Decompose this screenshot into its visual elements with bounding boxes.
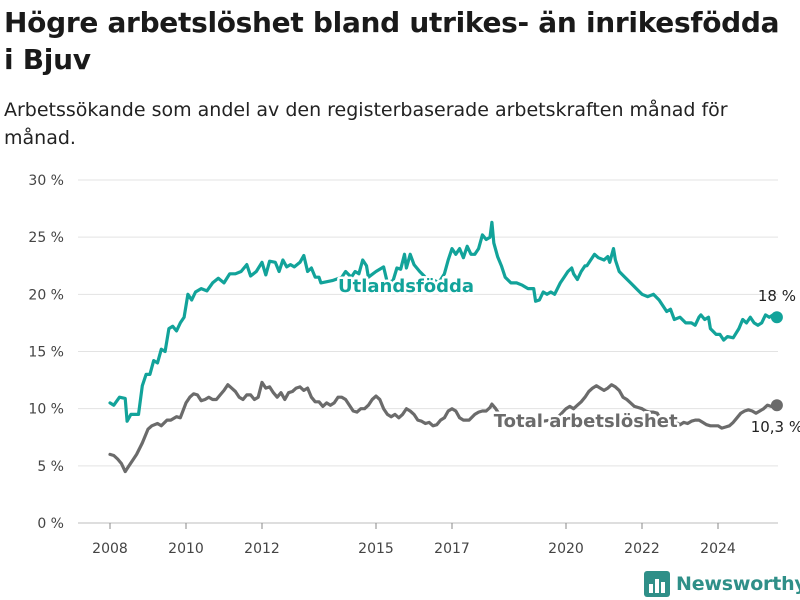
x-tick-label: 2017	[434, 541, 470, 557]
chart-grid	[78, 179, 778, 524]
line-chart: 0 %5 %10 %15 %20 %25 %30 % 2008 2010 2012 2…	[28, 173, 800, 557]
series-end-marker-1	[770, 399, 783, 412]
series-line-0	[108, 220, 779, 423]
x-tick-label: 2008	[92, 541, 128, 557]
series-inline-label-0: Utlandsfödda	[338, 276, 474, 297]
x-tick-label: 2015	[358, 541, 394, 557]
series-end-marker-0	[770, 311, 783, 324]
label-layer: 18 % 10,3 % Utlandsfödda Total arbetslöshet	[336, 274, 800, 437]
brand-name: Newsworthy	[676, 573, 800, 595]
series-line-1	[108, 380, 779, 474]
series-end-label-0: 18 %	[758, 287, 796, 305]
x-tick-label: 2022	[624, 541, 660, 557]
x-tick-label: 2012	[244, 541, 280, 557]
x-tick-label: 2020	[548, 541, 584, 557]
y-tick-label: 15 %	[28, 345, 64, 361]
y-tick-label: 10 %	[28, 402, 64, 418]
series-layer	[108, 220, 783, 474]
series-inline-label-1: Total arbetslöshet	[494, 411, 678, 432]
bar-chart-logo-icon	[644, 571, 670, 597]
y-tick-label: 5 %	[37, 459, 64, 475]
page-title: Högre arbetslöshet bland utrikes- än inr…	[4, 6, 780, 76]
x-tick-label: 2024	[700, 541, 736, 557]
series-end-label-1: 10,3 %	[751, 418, 800, 436]
y-axis-ticks: 0 % 5 % 10 % 15 % 20 % 25 % 30 %	[28, 173, 64, 532]
page-subtitle: Arbetssökande som andel av den registerb…	[4, 99, 728, 149]
y-tick-label: 25 %	[28, 230, 64, 246]
x-axis: 2008 2010 2012 2015 2017 2020 2022 2024	[92, 523, 736, 557]
y-tick-label: 30 %	[28, 173, 64, 189]
brand-logo[interactable]: Newsworthy	[644, 570, 800, 598]
y-tick-label: 20 %	[28, 287, 64, 303]
y-tick-label: 0 %	[37, 516, 64, 532]
x-tick-label: 2010	[168, 541, 204, 557]
